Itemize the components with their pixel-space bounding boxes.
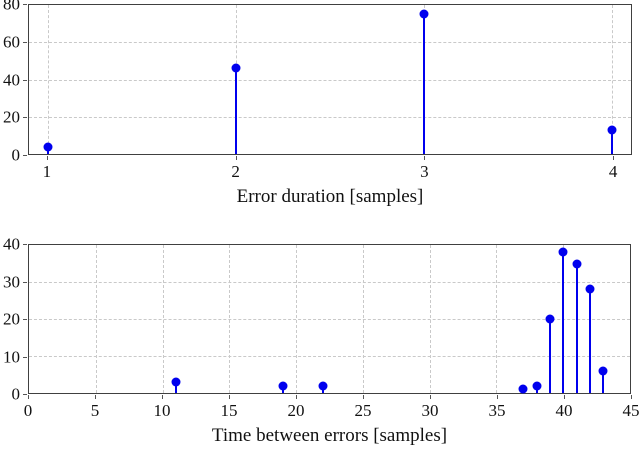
stem <box>548 319 551 393</box>
y-tick-label: 30 <box>3 272 20 291</box>
y-tick-mark <box>23 319 27 320</box>
y-tick-label: 0 <box>11 384 21 404</box>
y-tick-mark <box>23 244 27 245</box>
x-tick-label: 5 <box>90 401 100 420</box>
time-between-errors-plot-area <box>28 244 631 394</box>
x-gridline <box>362 245 364 393</box>
x-tick-label: 2 <box>231 162 240 181</box>
stem-marker-dot <box>585 284 595 294</box>
x-tick-label: 30 <box>421 401 439 420</box>
stem-marker-dot <box>598 366 608 376</box>
y-gridline <box>29 356 630 357</box>
y-tick-mark <box>23 155 27 156</box>
x-gridline <box>612 5 614 154</box>
x-tick-mark <box>497 395 498 399</box>
x-tick-mark <box>564 395 565 399</box>
y-tick-label: 60 <box>3 32 20 52</box>
stem <box>234 68 237 154</box>
x-tick-mark <box>430 395 431 399</box>
x-tick-label: 20 <box>287 401 305 420</box>
stem-marker-dot <box>231 63 241 73</box>
x-tick-mark <box>162 395 163 399</box>
y-tick-label: 40 <box>3 234 20 254</box>
y-tick-label: 20 <box>3 309 20 329</box>
stem-marker-dot <box>558 247 568 257</box>
y-tick-mark <box>23 394 27 395</box>
x-tick-label: 10 <box>153 401 171 420</box>
x-tick-mark <box>46 156 48 160</box>
x-tick-label: 0 <box>23 401 33 420</box>
x-tick-label: 1 <box>42 162 52 181</box>
y-gridline <box>29 79 631 81</box>
stem-marker-dot <box>278 381 288 391</box>
x-gridline <box>229 245 231 393</box>
x-gridline <box>296 245 298 393</box>
stem-marker-dot <box>607 125 617 135</box>
error-duration-xlabel: Error duration [samples] <box>236 186 424 207</box>
stem-marker-dot <box>171 377 181 387</box>
x-tick-label: 35 <box>488 401 506 420</box>
x-tick-mark <box>296 395 297 399</box>
y-tick-label: 0 <box>11 145 21 165</box>
stem-marker-dot <box>532 381 541 391</box>
x-tick-label: 25 <box>354 401 372 420</box>
x-tick-mark <box>28 395 29 399</box>
x-gridline <box>496 245 498 393</box>
stem-marker-dot <box>318 381 328 391</box>
x-tick-mark <box>631 395 632 399</box>
stem <box>562 252 565 393</box>
stem-marker-dot <box>43 142 53 152</box>
y-tick-label: 40 <box>3 70 20 89</box>
y-tick-mark <box>23 281 27 283</box>
x-tick-label: 4 <box>608 162 618 181</box>
x-gridline <box>47 5 49 154</box>
y-gridline <box>29 42 631 44</box>
stem-marker-dot <box>545 314 555 324</box>
y-tick-mark <box>23 4 27 5</box>
y-tick-label: 80 <box>3 0 20 14</box>
x-gridline <box>162 245 164 393</box>
stem <box>602 370 605 393</box>
y-tick-mark <box>23 79 27 81</box>
time-between-errors-xlabel: Time between errors [samples] <box>211 425 448 446</box>
stem-marker-dot <box>572 259 582 268</box>
stem <box>611 129 614 154</box>
stem-marker-dot <box>419 9 429 19</box>
y-tick-label: 20 <box>3 107 20 127</box>
x-tick-label: 3 <box>420 162 429 181</box>
stem-marker-dot <box>518 384 528 394</box>
y-gridline <box>29 282 630 283</box>
x-tick-mark <box>235 156 237 160</box>
x-tick-mark <box>229 395 230 399</box>
x-tick-label: 45 <box>622 401 640 420</box>
x-gridline <box>429 245 431 393</box>
y-tick-mark <box>23 117 27 119</box>
stem <box>423 14 426 154</box>
x-tick-label: 15 <box>220 401 238 420</box>
stem <box>588 289 591 393</box>
error-duration-plot-area <box>28 4 632 155</box>
x-tick-mark <box>95 395 96 399</box>
stem <box>575 263 578 393</box>
y-tick-mark <box>23 356 27 358</box>
x-tick-label: 40 <box>555 401 573 420</box>
x-tick-mark <box>424 156 426 160</box>
y-tick-label: 10 <box>3 347 20 366</box>
y-gridline <box>29 319 630 320</box>
x-tick-mark <box>613 156 615 160</box>
y-gridline <box>29 116 631 118</box>
x-tick-mark <box>363 395 364 399</box>
y-tick-mark <box>23 41 27 43</box>
stem <box>174 381 177 393</box>
x-gridline <box>95 245 97 393</box>
